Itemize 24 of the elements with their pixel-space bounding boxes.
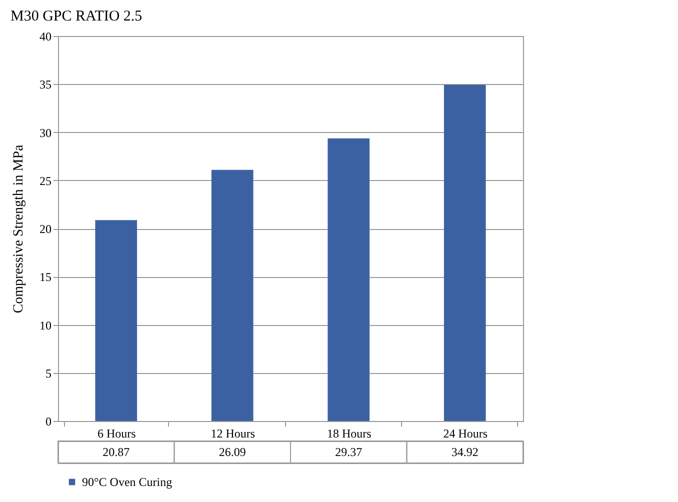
bar: [444, 84, 486, 421]
bar: [328, 138, 370, 421]
x-tick-label: 24 Hours: [443, 426, 488, 440]
data-label: 29.37: [335, 445, 362, 459]
y-tick-label: 40: [40, 30, 52, 44]
chart-title: M30 GPC RATIO 2.5: [10, 8, 142, 24]
y-tick-label: 30: [40, 126, 52, 140]
legend-label: 90°C Oven Curing: [82, 475, 172, 489]
y-tick-label: 10: [40, 318, 52, 332]
x-tick-label: 18 Hours: [326, 426, 372, 440]
y-axis-title: Compressive Strength in MPa: [12, 144, 26, 314]
y-tick-label: 15: [40, 270, 52, 284]
x-tick-label: 12 Hours: [210, 426, 256, 440]
data-label: 20.87: [102, 445, 130, 459]
y-tick-label: 25: [40, 174, 52, 188]
data-label: 34.92: [451, 445, 478, 459]
x-tick-label: 6 Hours: [97, 426, 136, 440]
y-tick-label: 5: [46, 366, 52, 380]
y-tick-label: 20: [40, 222, 52, 236]
y-tick-label: 35: [40, 78, 52, 92]
y-tick-label: 0: [46, 414, 52, 428]
data-label: 26.09: [218, 445, 246, 459]
bar: [95, 220, 138, 421]
bar: [211, 170, 254, 421]
